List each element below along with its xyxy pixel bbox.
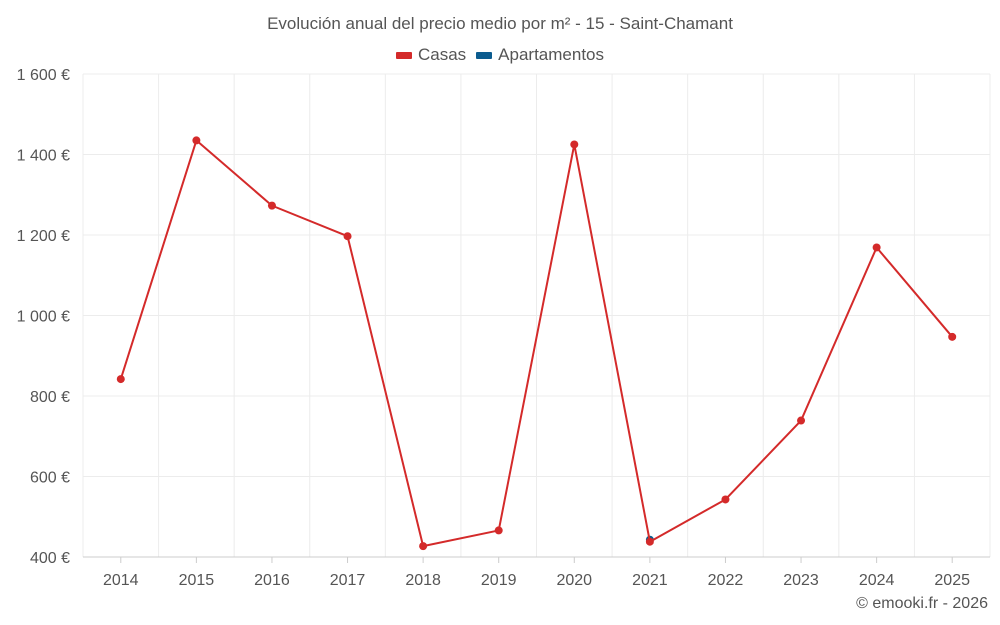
data-point-casas xyxy=(116,375,125,384)
x-tick-label: 2022 xyxy=(708,572,744,589)
data-point-casas xyxy=(721,495,730,504)
y-tick-label: 1 600 € xyxy=(17,67,70,84)
data-point-casas xyxy=(872,243,881,252)
legend-swatch-apartamentos xyxy=(476,51,493,59)
data-point-casas xyxy=(343,232,352,241)
legend: Casas Apartamentos xyxy=(0,45,1000,65)
data-point-casas xyxy=(645,537,654,546)
legend-label-casas: Casas xyxy=(417,45,467,64)
y-tick-label: 1 200 € xyxy=(17,228,70,245)
data-point-casas xyxy=(192,136,201,145)
y-tick-label: 1 400 € xyxy=(17,148,70,165)
data-point-casas xyxy=(948,332,957,341)
x-tick-label: 2021 xyxy=(632,572,668,589)
x-tick-label: 2020 xyxy=(556,572,592,589)
x-tick-label: 2023 xyxy=(783,572,819,589)
y-tick-label: 1 000 € xyxy=(17,309,70,326)
y-tick-label: 400 € xyxy=(30,550,70,567)
data-point-casas xyxy=(419,542,428,551)
data-point-casas xyxy=(494,526,503,535)
y-tick-label: 600 € xyxy=(30,470,70,487)
y-tick-label: 800 € xyxy=(30,389,70,406)
legend-label-apartamentos: Apartamentos xyxy=(498,45,605,64)
x-tick-label: 2016 xyxy=(254,572,290,589)
legend-swatch-casas xyxy=(395,51,412,59)
x-tick-label: 2014 xyxy=(103,572,139,589)
series-line-casas xyxy=(119,139,953,548)
data-point-casas xyxy=(797,416,806,425)
data-point-casas xyxy=(570,140,579,149)
data-point-casas xyxy=(267,201,276,210)
legend-item-apartamentos[interactable]: Apartamentos xyxy=(476,45,604,65)
x-tick-label: 2019 xyxy=(481,572,517,589)
x-tick-label: 2025 xyxy=(934,572,970,589)
legend-item-casas[interactable]: Casas xyxy=(395,45,467,65)
x-tick-label: 2024 xyxy=(859,572,895,589)
x-tick-label: 2017 xyxy=(330,572,366,589)
credit: © emooki.fr - 2026 xyxy=(856,595,988,612)
x-tick-label: 2018 xyxy=(405,572,441,589)
chart-title: Evolución anual del precio medio por m² … xyxy=(267,14,733,33)
x-tick-label: 2015 xyxy=(179,572,215,589)
